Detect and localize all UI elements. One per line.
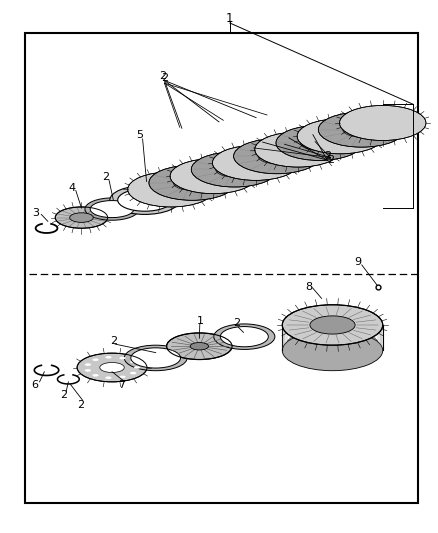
- Ellipse shape: [105, 376, 112, 379]
- Ellipse shape: [85, 198, 139, 220]
- Text: 7: 7: [119, 379, 126, 390]
- Text: 8: 8: [305, 282, 312, 292]
- Ellipse shape: [297, 119, 384, 154]
- Ellipse shape: [130, 361, 136, 363]
- Text: 2: 2: [327, 155, 334, 165]
- Ellipse shape: [166, 333, 232, 360]
- Text: 2: 2: [102, 172, 109, 182]
- Ellipse shape: [100, 362, 124, 373]
- Text: 2: 2: [161, 73, 168, 83]
- Ellipse shape: [255, 132, 341, 167]
- Text: 2: 2: [77, 400, 84, 410]
- Ellipse shape: [283, 330, 383, 370]
- FancyBboxPatch shape: [25, 33, 418, 503]
- Ellipse shape: [131, 348, 180, 368]
- Ellipse shape: [212, 146, 299, 180]
- Ellipse shape: [118, 189, 172, 211]
- Ellipse shape: [70, 213, 93, 222]
- Ellipse shape: [85, 369, 91, 372]
- Ellipse shape: [105, 356, 112, 359]
- Text: 2: 2: [110, 336, 117, 346]
- Ellipse shape: [339, 106, 426, 141]
- Ellipse shape: [215, 162, 253, 177]
- Text: 2: 2: [60, 390, 67, 400]
- Ellipse shape: [110, 185, 180, 214]
- Text: 5: 5: [136, 130, 143, 140]
- Ellipse shape: [258, 149, 296, 164]
- Ellipse shape: [173, 175, 211, 190]
- Ellipse shape: [310, 316, 355, 334]
- Text: 3: 3: [32, 208, 39, 219]
- Text: 2: 2: [233, 318, 240, 328]
- Text: 9: 9: [354, 257, 361, 267]
- Ellipse shape: [170, 159, 257, 193]
- Ellipse shape: [191, 152, 278, 187]
- Ellipse shape: [92, 374, 99, 377]
- Ellipse shape: [214, 324, 275, 350]
- Ellipse shape: [283, 305, 383, 345]
- Ellipse shape: [149, 165, 235, 200]
- Ellipse shape: [85, 364, 91, 366]
- Ellipse shape: [134, 366, 140, 369]
- Ellipse shape: [124, 345, 187, 370]
- Text: 1: 1: [226, 12, 233, 25]
- Text: 1: 1: [197, 316, 204, 326]
- Ellipse shape: [318, 112, 405, 147]
- Text: 6: 6: [31, 379, 38, 390]
- Ellipse shape: [130, 372, 136, 374]
- Ellipse shape: [233, 139, 320, 174]
- Text: 4: 4: [68, 183, 75, 193]
- Ellipse shape: [119, 357, 126, 359]
- Text: 2: 2: [324, 151, 331, 161]
- Ellipse shape: [190, 343, 208, 350]
- Ellipse shape: [92, 358, 99, 361]
- Ellipse shape: [276, 125, 362, 160]
- Ellipse shape: [77, 353, 147, 382]
- Ellipse shape: [119, 376, 126, 378]
- Ellipse shape: [128, 172, 214, 207]
- Ellipse shape: [90, 200, 134, 217]
- Ellipse shape: [220, 327, 268, 347]
- Ellipse shape: [55, 207, 108, 228]
- Ellipse shape: [343, 122, 381, 138]
- Ellipse shape: [300, 135, 338, 150]
- Text: 2: 2: [159, 71, 166, 81]
